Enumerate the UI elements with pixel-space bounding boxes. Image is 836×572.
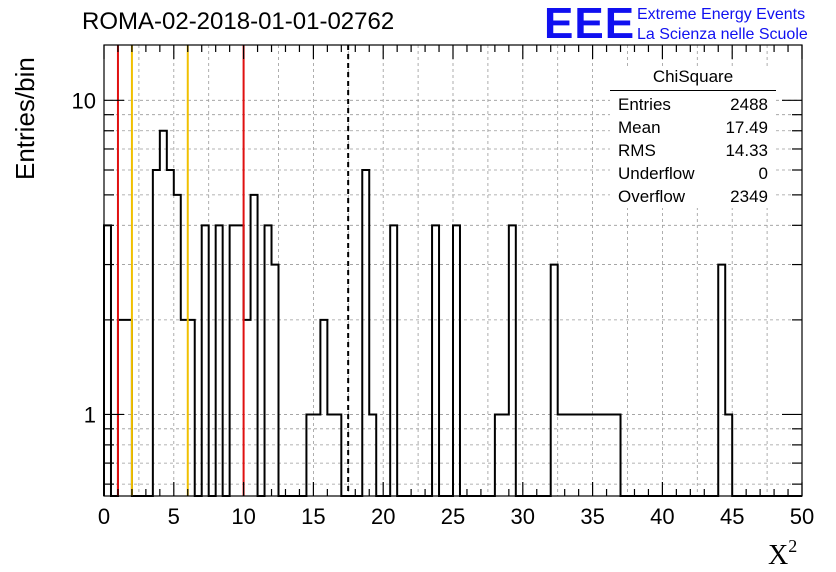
x-axis-label-sup: 2 <box>788 536 798 556</box>
stats-row: Entries 2488 <box>610 93 776 116</box>
stats-value: 14.33 <box>725 141 768 160</box>
stats-label: RMS <box>618 141 656 160</box>
x-tick-label: 20 <box>371 504 395 529</box>
stats-row: Underflow 0 <box>610 162 776 185</box>
stats-label: Overflow <box>618 187 686 206</box>
stats-value: 0 <box>758 164 768 183</box>
x-tick-label: 15 <box>301 504 325 529</box>
stats-value: 17.49 <box>725 118 768 137</box>
marker-lines <box>116 45 350 496</box>
x-tick-label: 25 <box>441 504 465 529</box>
x-tick-label: 30 <box>511 504 535 529</box>
x-tick-label: 40 <box>650 504 674 529</box>
stats-label: Entries <box>618 95 671 114</box>
logo-mark: EEE <box>544 0 636 48</box>
y-tick-label: 10 <box>72 88 96 113</box>
x-tick-label: 0 <box>98 504 110 529</box>
x-tick-label: 50 <box>790 504 814 529</box>
x-tick-label: 10 <box>231 504 255 529</box>
logo-line2: La Scienza nelle Scuole <box>637 26 808 43</box>
x-tick-label: 45 <box>720 504 744 529</box>
stats-row: RMS 14.33 <box>610 139 776 162</box>
y-tick-label: 1 <box>84 402 96 427</box>
stats-value: 2349 <box>730 187 768 206</box>
x-tick-label: 5 <box>168 504 180 529</box>
stats-row: Mean 17.49 <box>610 116 776 139</box>
x-axis-label-base: X <box>768 540 789 571</box>
y-axis-label: Entries/bin <box>10 57 40 180</box>
x-axis-label: X2 <box>768 536 797 572</box>
eee-logo: EEE Extreme Energy Events La Scienza nel… <box>540 2 836 50</box>
stats-label: Underflow <box>618 164 695 183</box>
stats-box: ChiSquare Entries 2488 Mean 17.49 RMS 14.33… <box>610 66 776 208</box>
stats-row: Overflow 2349 <box>610 185 776 208</box>
stats-title: ChiSquare <box>610 66 776 91</box>
stats-value: 2488 <box>730 95 768 114</box>
axis-ticks: 0 5 10 15 20 25 30 35 40 45 50 1 10 <box>72 45 814 529</box>
stats-label: Mean <box>618 118 661 137</box>
x-tick-label: 35 <box>580 504 604 529</box>
logo-line1: Extreme Energy Events <box>637 6 806 23</box>
chart-title: ROMA-02-2018-01-01-02762 <box>82 8 395 35</box>
